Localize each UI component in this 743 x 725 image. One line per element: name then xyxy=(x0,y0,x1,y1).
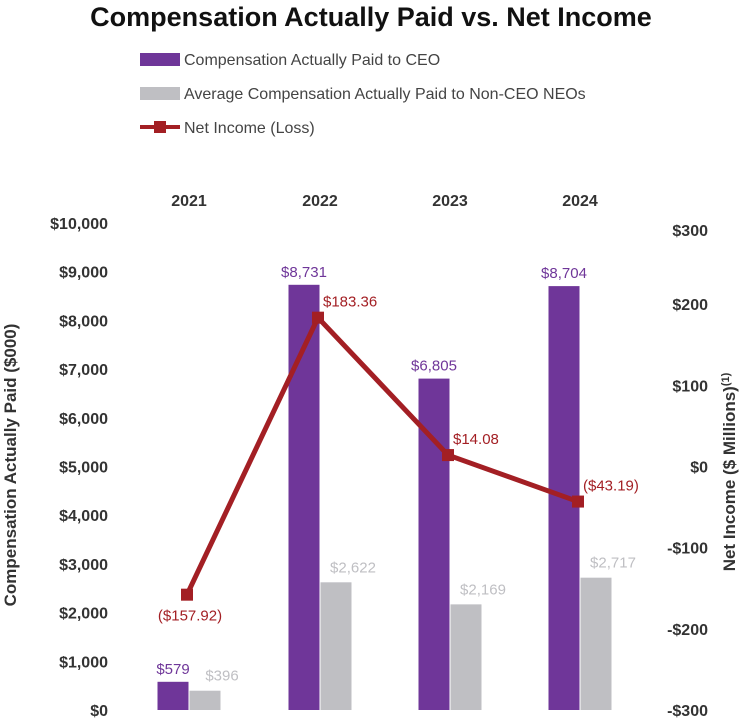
net-income-marker-2023 xyxy=(442,449,454,462)
data-label-ceo-2024: $8,704 xyxy=(541,265,587,282)
right-tick-label: -$200 xyxy=(667,622,708,639)
data-labels: $579 $396 $8,731 $2,622 $6,805 $2,169 $8,704 $2… xyxy=(156,264,639,685)
data-label-ceo-2022: $8,731 xyxy=(281,264,327,281)
right-axis-title: Net Income ($ Millions)(1) xyxy=(720,372,739,571)
left-tick-label: $0 xyxy=(90,703,108,720)
left-tick-label: $1,000 xyxy=(59,654,108,671)
net-income-line xyxy=(184,315,579,596)
bar-neo-2023 xyxy=(450,604,482,710)
right-tick-label: $200 xyxy=(672,297,708,314)
bar-ceo-2021 xyxy=(157,681,189,710)
left-tick-label: $6,000 xyxy=(59,411,108,428)
right-axis-title-text: Net Income ($ Millions) xyxy=(720,386,739,571)
data-label-neo-2022: $2,622 xyxy=(330,559,376,576)
left-tick-label: $8,000 xyxy=(59,313,108,330)
data-label-neo-2021: $396 xyxy=(205,668,238,685)
right-tick-label: $100 xyxy=(672,378,708,395)
year-label-2021: 2021 xyxy=(171,193,207,210)
bar-ceo-2023 xyxy=(418,378,450,710)
net-income-marker-2024 xyxy=(572,495,584,508)
net-income-marker-2022 xyxy=(312,311,324,324)
left-tick-label: $2,000 xyxy=(59,606,108,623)
right-tick-label: -$100 xyxy=(667,541,708,558)
bar-ceo-2022 xyxy=(288,284,320,710)
data-label-ceo-2023: $6,805 xyxy=(411,358,457,375)
chart-title: Compensation Actually Paid vs. Net Incom… xyxy=(90,2,652,32)
legend-swatch-neo xyxy=(140,87,180,100)
legend-label-ceo: Compensation Actually Paid to CEO xyxy=(184,52,440,69)
left-tick-label: $7,000 xyxy=(59,362,108,379)
right-tick-label: $0 xyxy=(690,460,708,477)
year-label-2024: 2024 xyxy=(562,193,598,210)
year-label-2022: 2022 xyxy=(302,193,338,210)
bar-neo-2022 xyxy=(320,582,352,710)
data-label-neo-2023: $2,169 xyxy=(460,581,506,598)
bar-neo-2024 xyxy=(580,577,612,710)
right-tick-label: -$300 xyxy=(667,703,708,720)
right-tick-label: $300 xyxy=(672,223,708,240)
left-tick-label: $9,000 xyxy=(59,265,108,282)
legend: Compensation Actually Paid to CEO Averag… xyxy=(140,52,586,137)
year-labels: 2021 2022 2023 2024 xyxy=(171,193,598,210)
legend-label-neo: Average Compensation Actually Paid to No… xyxy=(184,86,586,103)
left-axis-title: Compensation Actually Paid ($000) xyxy=(1,324,20,607)
left-tick-label: $3,000 xyxy=(59,557,108,574)
left-tick-label: $4,000 xyxy=(59,508,108,525)
data-label-net-income-2024: ($43.19) xyxy=(583,478,639,495)
left-tick-label: $5,000 xyxy=(59,460,108,477)
net-income-marker-2021 xyxy=(181,588,193,601)
bars xyxy=(157,284,612,710)
data-label-net-income-2022: $183.36 xyxy=(323,294,377,311)
left-tick-label: $10,000 xyxy=(50,216,108,233)
right-axis: -$300 -$200 -$100 $0 $100 $200 $300 xyxy=(667,223,708,720)
bar-neo-2021 xyxy=(189,690,221,710)
legend-swatch-ceo xyxy=(140,53,180,66)
year-label-2023: 2023 xyxy=(432,193,468,210)
data-label-ceo-2021: $579 xyxy=(156,661,189,678)
right-axis-title-footnote: (1) xyxy=(720,372,732,386)
left-axis: $0 $1,000 $2,000 $3,000 $4,000 $5,000 $6,000 $7… xyxy=(50,216,108,720)
data-label-neo-2024: $2,717 xyxy=(590,555,636,572)
legend-marker-net-income xyxy=(154,121,166,133)
data-label-net-income-2021: ($157.92) xyxy=(158,608,222,625)
net-income-series xyxy=(181,311,584,601)
data-label-net-income-2023: $14.08 xyxy=(453,431,499,448)
legend-label-net-income: Net Income (Loss) xyxy=(184,120,315,137)
